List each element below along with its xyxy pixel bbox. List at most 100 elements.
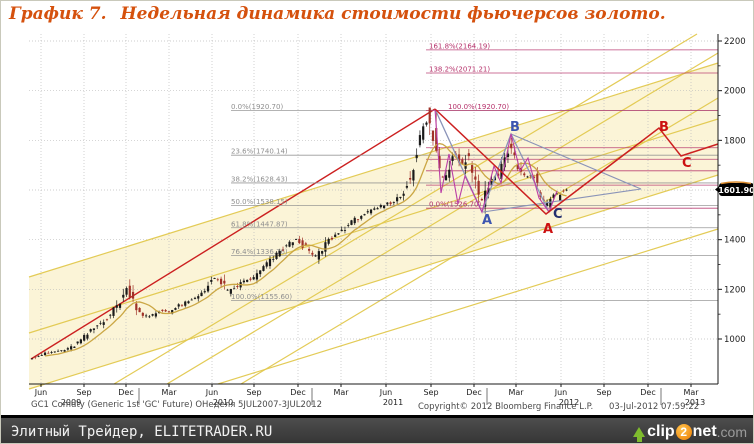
candle-body [428,107,431,124]
candle-body [255,273,259,280]
candle-body [233,288,236,290]
fib-retracement-label: 76.4%(1336.16) [231,248,288,256]
x-tick-label: Mar [333,388,349,397]
logo-clip: clip [647,422,675,440]
candle-body [513,152,516,156]
regression-center-line [30,108,436,360]
candle-body [73,346,76,348]
candle-body [148,316,151,318]
candle-body [562,190,565,192]
candle-body [236,286,239,287]
wave-subdivision-magenta [434,108,558,214]
candle-body [366,211,369,213]
candle-body [112,307,115,316]
candle-body [438,156,441,169]
chart-title: График 7. Недельная динамика стоимости фь… [9,4,666,24]
candle-body [444,175,448,181]
candle-body [70,346,73,350]
regression-band-line [28,174,719,390]
candle-body [43,352,47,356]
candle-body [30,358,34,360]
candle-body [363,214,366,216]
year-label: 2013 [685,398,705,407]
elliott-letter: C [682,156,692,171]
x-tick-label: Dec [640,388,655,397]
elliott-wave-lines [434,108,642,214]
candle-body [115,305,118,308]
candle-body [210,279,213,282]
candle-body [330,237,334,240]
candle-body [549,199,552,208]
candle-body [337,233,340,235]
candle-body [161,309,164,311]
y-tick-label: 2000 [724,87,746,97]
candle-body [356,219,360,221]
candle-body [559,194,562,202]
x-tick-label: Jun [205,388,219,397]
x-tick-label: Dec [290,388,305,397]
logo-net: net [692,422,717,440]
candle-body [431,130,435,141]
candle-body [422,126,425,140]
badge-price-text: 1601.90 [718,186,754,195]
candle-body [187,301,190,304]
candle-body [226,289,229,291]
candle-body [379,205,382,208]
candle-body [47,352,50,354]
candle-body [536,173,539,183]
candle-body [223,280,226,284]
y-tick-label: 1000 [724,335,746,345]
candle-body [125,288,128,295]
chart-title-text: Недельная динамика стоимости фьючерсов з… [120,4,666,24]
candle-body [298,238,301,244]
candle-body [490,178,493,186]
candle-body [56,350,60,352]
candle-body [92,328,96,330]
candle-body [265,262,268,267]
candle-body [506,153,510,157]
year-label: 2011 [383,398,403,407]
x-tick-label: Dec [118,388,133,397]
candle-body [317,251,320,260]
instrument-source-line: GC1 Comdty (Generic 1st 'GC' Future) ОНе… [31,400,323,410]
elliott-letter: A [482,213,492,228]
candle-body [122,294,125,298]
x-tick-label: Mar [683,388,699,397]
candle-body [203,291,206,293]
moving-average [44,142,567,357]
candle-body [200,292,203,297]
candle-body [480,199,483,201]
candle-body [291,242,294,246]
candle-body [53,351,56,353]
triangle-line [482,188,642,213]
candle-body [467,153,470,157]
candle-body [402,193,405,196]
regression-band-line [166,52,719,385]
candle-body [86,334,89,339]
year-label: 2010 [213,398,233,407]
fib-extension-label: 0.0%(1526.70) [429,201,481,209]
fib-retracement-label: 100.0%(1155.60) [231,293,292,301]
candle-body [151,314,154,316]
candle-body [193,297,197,299]
regression-band-line [28,62,719,278]
candle-body [340,229,343,232]
footer-bar: Элитный Трейдер, ELITETRADER.RU clip 2 n… [1,418,753,443]
candle-body [474,176,477,180]
x-tick-label: Jun [34,388,48,397]
fibonacci-levels: 0.0%(1920.70) 23.6%(1740.14) 38.2%(1628.43… [231,42,718,301]
candle-body [405,185,408,188]
candle-body [109,314,112,316]
candle-body [281,249,285,251]
channel-lines [28,33,719,390]
regression-band-line [240,97,719,385]
candle-body [275,252,278,259]
candle-body [373,208,376,210]
candle-body [184,301,187,306]
candle-body [219,278,223,285]
moving-average-line [44,142,567,357]
candle-body [308,248,311,251]
candle-body [96,325,99,327]
x-tick-label: Sep [423,388,438,397]
